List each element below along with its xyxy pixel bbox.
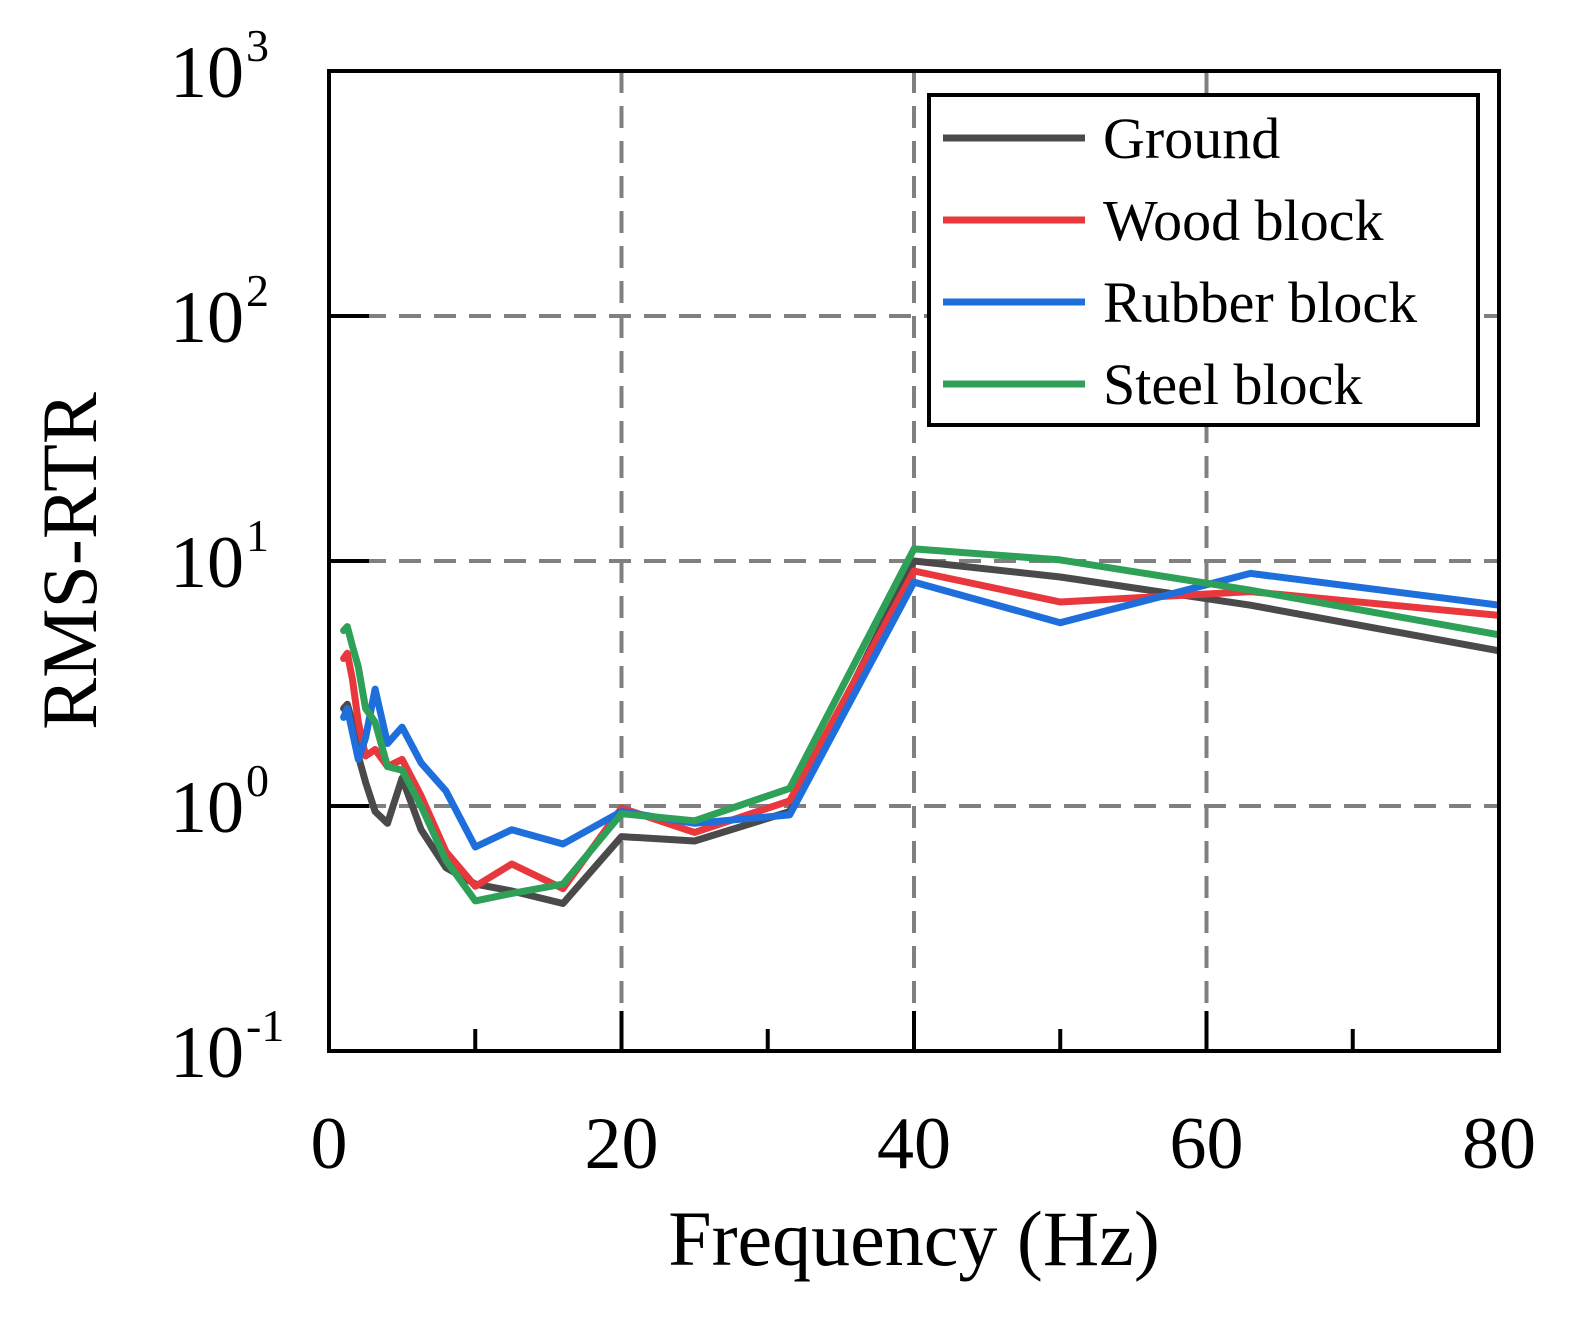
x-tick-label: 80 xyxy=(1462,1103,1536,1185)
legend-label: Rubber block xyxy=(1103,270,1417,335)
y-tick-exponent: 1 xyxy=(246,510,269,561)
x-tick-label: 0 xyxy=(311,1103,348,1185)
plot-frame xyxy=(327,69,1501,1053)
x-tick-label: 60 xyxy=(1170,1103,1244,1185)
axis-ticks xyxy=(329,314,1355,1051)
legend-box xyxy=(927,93,1480,427)
y-tick-exponent: 0 xyxy=(246,755,269,806)
y-tick-exponent: 3 xyxy=(246,20,269,71)
y-tick-base: 10 xyxy=(170,32,244,114)
y-tick-exponent: -1 xyxy=(246,1000,284,1051)
legend-label: Wood block xyxy=(1103,188,1383,253)
series-line-wood-block xyxy=(340,567,1499,893)
series-line-steel-block xyxy=(340,545,1499,905)
legend-label: Steel block xyxy=(1103,352,1362,417)
legend-item-rubber-block: Rubber block xyxy=(943,270,1417,335)
y-tick-base: 10 xyxy=(170,277,244,359)
y-tick-label: 10 1 xyxy=(170,510,269,604)
series-lines xyxy=(340,545,1499,907)
legend-item-ground: Ground xyxy=(943,106,1280,171)
series-line-ground xyxy=(340,557,1499,907)
legend: Ground Wood block Rubber block Steel block xyxy=(927,93,1480,427)
y-axis-title: RMS-RTR xyxy=(26,392,113,730)
x-tick-label: 20 xyxy=(585,1103,659,1185)
y-tick-base: 10 xyxy=(170,522,244,604)
x-tick-labels: 0 20 40 60 80 xyxy=(311,1103,1537,1185)
y-tick-label: 10 0 xyxy=(170,755,269,849)
y-tick-label: 10 -1 xyxy=(170,1000,284,1094)
legend-label: Ground xyxy=(1103,106,1280,171)
y-tick-label: 10 3 xyxy=(170,20,269,114)
series-line-rubber-block xyxy=(340,569,1499,851)
x-axis-title: Frequency (Hz) xyxy=(668,1195,1160,1282)
y-tick-base: 10 xyxy=(170,767,244,849)
legend-item-steel-block: Steel block xyxy=(943,352,1362,417)
legend-item-wood-block: Wood block xyxy=(943,188,1383,253)
y-tick-exponent: 2 xyxy=(246,265,269,316)
y-tick-base: 10 xyxy=(170,1012,244,1094)
y-tick-label: 10 2 xyxy=(170,265,269,359)
x-tick-label: 40 xyxy=(877,1103,951,1185)
